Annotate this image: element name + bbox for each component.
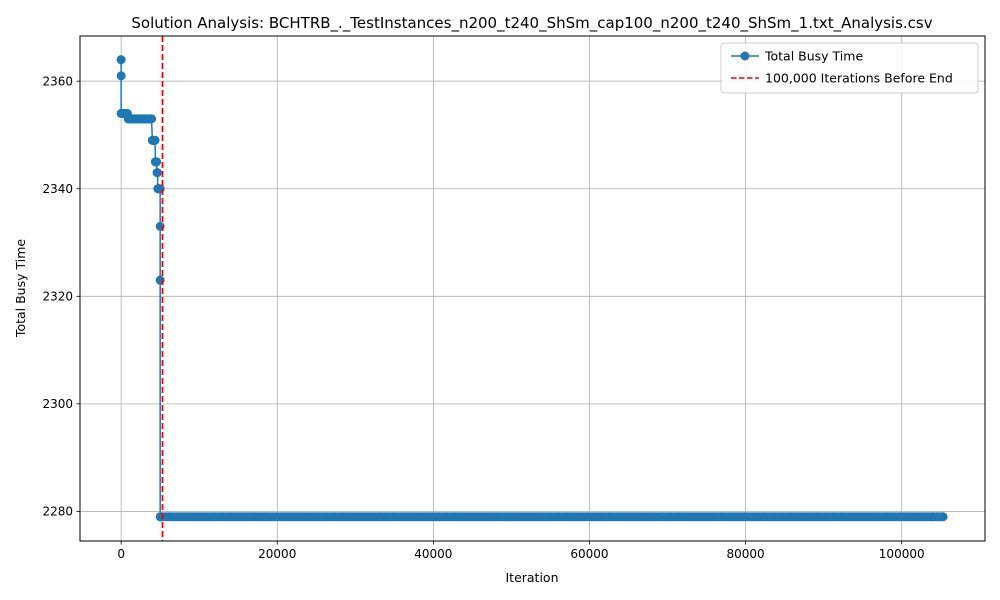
y-tick-label: 2300 [42, 397, 73, 411]
chart-title: Solution Analysis: BCHTRB_._TestInstance… [131, 14, 932, 33]
legend-marker-total-busy-time [740, 51, 750, 61]
data-point-total-busy-time [116, 71, 126, 81]
x-tick-label: 80000 [727, 547, 765, 561]
data-point-total-busy-time [116, 55, 126, 65]
x-tick-label: 40000 [414, 547, 452, 561]
data-layer [116, 36, 948, 541]
data-point-total-busy-time [147, 114, 157, 124]
y-tick-label: 2320 [42, 290, 73, 304]
tick-layer: 0 20000 40000 60000 80000 100000 2280 2300 2320 2… [42, 74, 924, 561]
data-point-total-busy-time [937, 512, 947, 522]
y-axis-label: Total Busy Time [13, 239, 28, 338]
legend-frame [720, 42, 979, 94]
legend: Total Busy Time 100,000 Iterations Befor… [720, 42, 979, 94]
legend-label-reference: 100,000 Iterations Before End [765, 71, 953, 86]
data-point-total-busy-time [150, 135, 160, 145]
x-axis-label: Iteration [505, 570, 558, 585]
legend-label-total-busy-time: Total Busy Time [764, 49, 863, 64]
data-point-total-busy-time [152, 157, 162, 167]
data-point-total-busy-time [152, 168, 162, 178]
y-tick-label: 2340 [42, 182, 73, 196]
x-tick-label: 60000 [570, 547, 608, 561]
plot-area-frame [79, 35, 986, 542]
x-tick-label: 100000 [879, 547, 925, 561]
x-tick-label: 0 [117, 547, 125, 561]
y-tick-label: 2280 [42, 505, 73, 519]
x-tick-label: 20000 [258, 547, 296, 561]
y-tick-label: 2360 [42, 74, 73, 88]
